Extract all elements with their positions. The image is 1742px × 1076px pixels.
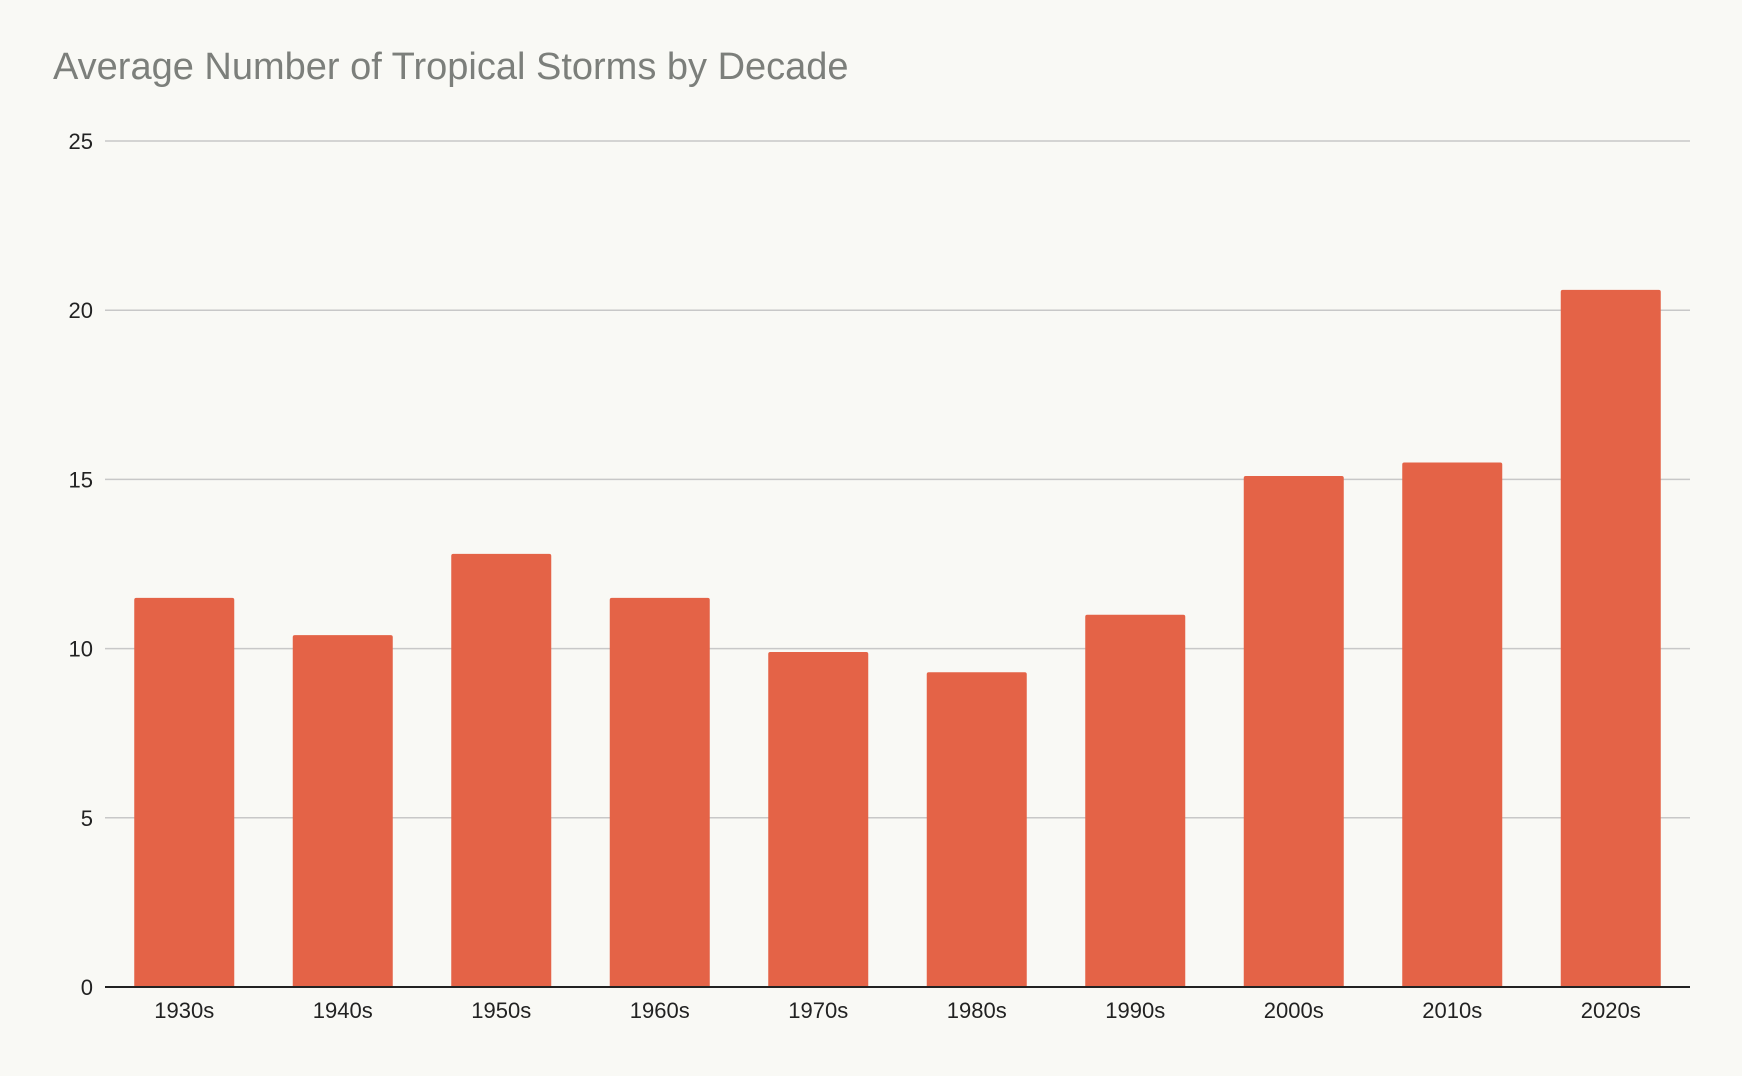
y-tick-label: 5 [81, 806, 93, 831]
y-tick-label: 0 [81, 975, 93, 1000]
x-tick-label: 1990s [1105, 998, 1165, 1023]
y-tick-label: 15 [69, 467, 93, 492]
y-tick-label: 10 [69, 637, 93, 662]
bar-2020s[interactable] [1560, 289, 1661, 987]
x-tick-label: 1970s [788, 998, 848, 1023]
tick-labels: 0 5 10 15 20 25 1930s 1940s 1950s 1960s 1970s 1980s… [69, 129, 1641, 1023]
y-tick-label: 20 [69, 298, 93, 323]
bar-1990s[interactable] [1085, 614, 1186, 987]
bar-2010s[interactable] [1402, 462, 1503, 988]
x-tick-label: 2020s [1581, 998, 1641, 1023]
bars [134, 289, 1661, 988]
x-tick-label: 2010s [1422, 998, 1482, 1023]
x-tick-label: 1930s [154, 998, 214, 1023]
x-tick-label: 1940s [313, 998, 373, 1023]
bar-1970s[interactable] [768, 651, 869, 987]
x-tick-label: 1950s [471, 998, 531, 1023]
bar-2000s[interactable] [1243, 476, 1344, 987]
bar-1950s[interactable] [451, 553, 552, 987]
chart-title: Average Number of Tropical Storms by Dec… [53, 46, 849, 88]
bar-1930s[interactable] [134, 597, 235, 987]
bar-1960s[interactable] [609, 597, 710, 987]
x-tick-label: 1980s [947, 998, 1007, 1023]
x-tick-label: 2000s [1264, 998, 1324, 1023]
x-tick-label: 1960s [630, 998, 690, 1023]
y-tick-label: 25 [69, 129, 93, 154]
bar-1980s[interactable] [926, 672, 1027, 987]
bar-1940s[interactable] [292, 635, 393, 987]
